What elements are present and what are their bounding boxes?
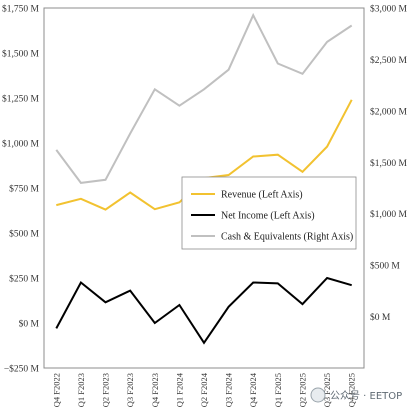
left-tick-label: $1,250 M: [2, 94, 40, 105]
x-tick-label: Q3 F2023: [125, 373, 135, 407]
watermark-text: 公众号 · EETOP: [330, 390, 402, 402]
left-tick-label: $750 M: [9, 184, 39, 195]
x-tick-label: Q2 F2023: [101, 373, 111, 407]
plot-frame: [43, 7, 365, 369]
left-tick-label: −$250 M: [4, 364, 40, 375]
left-tick-label: $250 M: [9, 274, 39, 285]
left-tick-label: $500 M: [9, 229, 39, 240]
left-tick-label: $1,500 M: [2, 49, 40, 60]
legend-entry-label: Cash & Equivalents (Right Axis): [221, 232, 353, 243]
left-tick-label: $0 M: [19, 319, 40, 330]
x-axis: Q4 F2022 Q1 F2023 Q2 F2023 Q3 F2023 Q4 F2023…: [51, 372, 356, 407]
right-tick-label: $2,000 M: [370, 106, 408, 117]
right-tick-label: $0 M: [370, 312, 391, 323]
right-tick-label: $500 M: [370, 261, 400, 272]
right-axis: $0 M $500 M $1,000 M $1,500 M $2,000 M $2,500…: [370, 4, 408, 324]
legend-entry-label: Revenue (Left Axis): [221, 190, 303, 201]
x-tick-label: Q4 F2022: [51, 373, 61, 407]
x-tick-label: Q3 F2024: [224, 372, 234, 407]
left-tick-label: $1,000 M: [2, 139, 40, 150]
right-tick-label: $1,500 M: [370, 158, 408, 169]
watermark: 公众号 · EETOP: [310, 387, 402, 403]
right-tick-label: $3,000 M: [370, 4, 408, 15]
x-tick-label: Q3 F2025: [322, 373, 332, 407]
left-tick-label: $1,750 M: [2, 4, 40, 15]
series-line-cash-equivalents-right-axis: [55, 12, 353, 184]
x-tick-label: Q4 F2024: [248, 372, 258, 407]
legend-entry-label: Net Income (Left Axis): [221, 211, 315, 222]
x-tick-label: Q2 F2025: [297, 373, 307, 407]
x-tick-label: Q1 F2024: [174, 372, 184, 407]
x-tick-label: Q4 F2023: [150, 373, 160, 407]
wechat-icon: [310, 387, 326, 403]
x-tick-label: Q2 F2024: [199, 372, 209, 407]
legend: Revenue (Left Axis) Net Income (Left Axis…: [181, 176, 357, 250]
left-axis: −$250 M $0 M $250 M $500 M $750 M $1,000 M $1,…: [2, 4, 40, 375]
x-tick-label: Q1 F2025: [273, 373, 283, 407]
right-tick-label: $1,000 M: [370, 209, 408, 220]
x-tick-label: Q1 F2023: [76, 373, 86, 407]
x-tick-label: Q4 F2025: [347, 373, 357, 407]
plot-border: [43, 7, 365, 369]
right-tick-label: $2,500 M: [370, 55, 408, 66]
series-line-net-income-left-axis: [55, 276, 352, 345]
